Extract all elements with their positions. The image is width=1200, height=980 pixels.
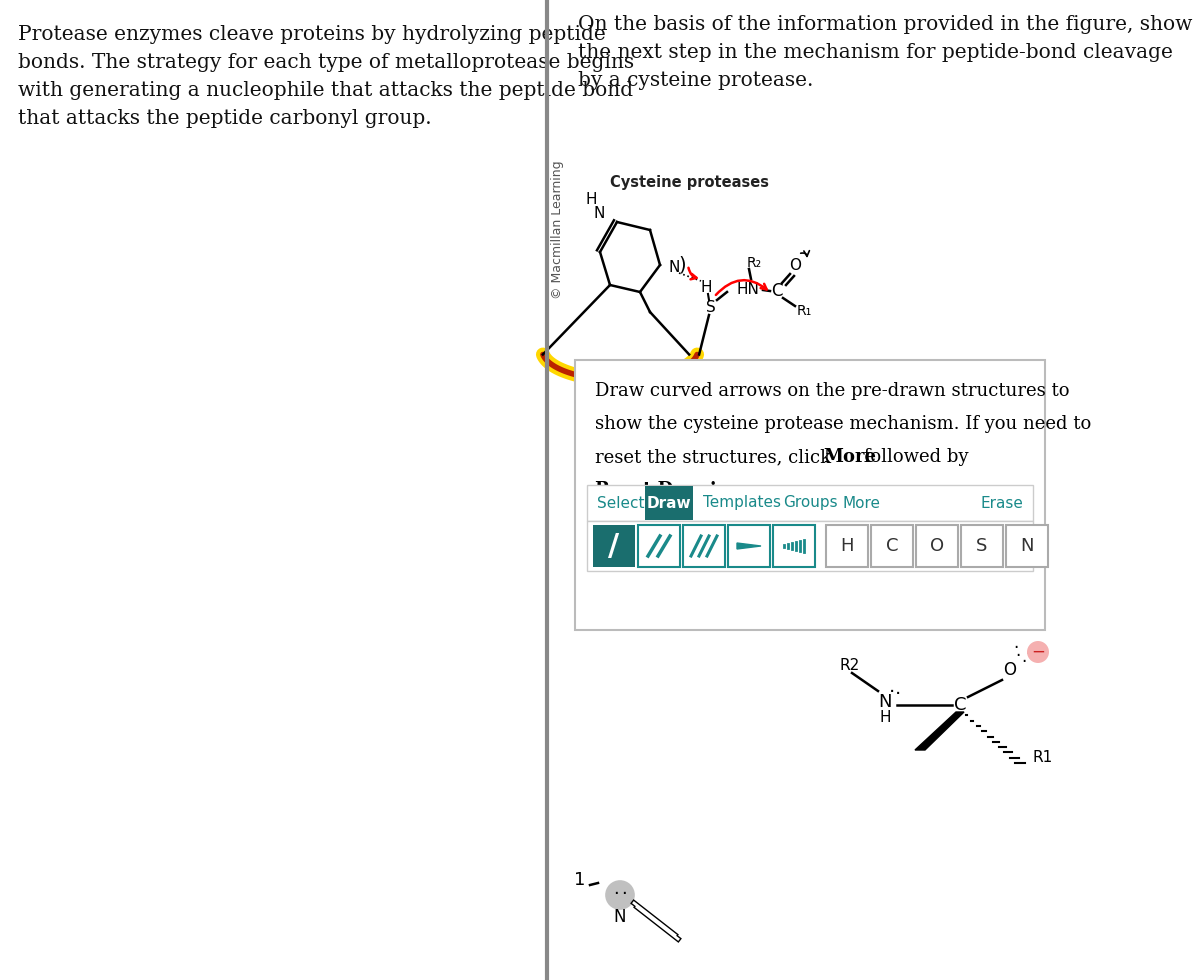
Text: ·: · xyxy=(1025,645,1031,663)
Text: On the basis of the information provided in the figure, show
the next step in th: On the basis of the information provided… xyxy=(578,15,1193,90)
Text: N: N xyxy=(1020,537,1033,555)
Text: More: More xyxy=(823,448,876,466)
Text: ·: · xyxy=(895,685,901,705)
Circle shape xyxy=(606,881,634,909)
Text: ·: · xyxy=(613,885,619,903)
Bar xyxy=(1006,525,1048,567)
Text: Groups: Groups xyxy=(784,496,838,511)
Circle shape xyxy=(1027,641,1049,663)
Bar xyxy=(728,525,770,567)
Text: followed by: followed by xyxy=(858,448,968,466)
Text: Draw: Draw xyxy=(647,496,691,511)
Bar xyxy=(826,525,868,567)
Text: C: C xyxy=(954,696,966,714)
Text: HN: HN xyxy=(737,281,760,297)
Bar xyxy=(587,521,1033,571)
Text: Draw curved arrows on the pre-drawn structures to: Draw curved arrows on the pre-drawn stru… xyxy=(595,382,1069,400)
Text: R₂: R₂ xyxy=(746,256,762,270)
Polygon shape xyxy=(916,712,964,750)
Text: O: O xyxy=(930,537,944,555)
Text: More: More xyxy=(842,496,881,511)
Text: O: O xyxy=(1003,661,1016,679)
Text: 1: 1 xyxy=(575,871,586,889)
Text: N: N xyxy=(668,260,679,274)
Text: reset the structures, click: reset the structures, click xyxy=(595,448,836,466)
Text: show the cysteine protease mechanism. If you need to: show the cysteine protease mechanism. If… xyxy=(595,415,1091,433)
Text: N: N xyxy=(594,207,605,221)
Text: S: S xyxy=(706,300,716,315)
Text: −: − xyxy=(1031,643,1045,661)
Text: Cysteine proteases: Cysteine proteases xyxy=(610,175,769,190)
Text: Protease enzymes cleave proteins by hydrolyzing peptide
bonds. The strategy for : Protease enzymes cleave proteins by hydr… xyxy=(18,25,634,128)
Text: Select: Select xyxy=(598,496,644,511)
Bar xyxy=(871,525,913,567)
Text: ·: · xyxy=(889,683,895,703)
Text: /: / xyxy=(608,531,619,561)
Bar xyxy=(638,525,680,567)
Text: .: . xyxy=(706,481,712,499)
Text: C: C xyxy=(886,537,899,555)
Text: ·: · xyxy=(1021,653,1027,671)
Text: Erase: Erase xyxy=(980,496,1022,511)
Text: H: H xyxy=(586,192,596,208)
Text: ·: · xyxy=(1015,647,1021,665)
Text: Reset Drawing: Reset Drawing xyxy=(595,481,743,499)
Text: H: H xyxy=(880,710,890,725)
Text: ·: · xyxy=(1013,639,1019,657)
Text: Templates: Templates xyxy=(703,496,781,511)
Text: H: H xyxy=(840,537,853,555)
Text: R1: R1 xyxy=(1032,750,1052,764)
Text: S: S xyxy=(977,537,988,555)
Bar xyxy=(916,525,958,567)
Text: H: H xyxy=(701,279,712,295)
Text: N: N xyxy=(613,908,626,926)
Text: N: N xyxy=(878,693,892,711)
Bar xyxy=(575,360,1045,630)
Bar xyxy=(773,525,815,567)
Text: O: O xyxy=(790,259,802,273)
Text: C: C xyxy=(772,282,782,300)
Polygon shape xyxy=(737,543,761,549)
Text: R₁: R₁ xyxy=(797,304,812,318)
Bar xyxy=(646,486,694,520)
Text: ): ) xyxy=(678,256,686,274)
Text: R2: R2 xyxy=(840,658,860,672)
Bar xyxy=(683,525,725,567)
Bar xyxy=(593,525,635,567)
Text: ·: · xyxy=(622,885,626,903)
Bar xyxy=(961,525,1003,567)
Bar xyxy=(587,485,1033,521)
Text: © Macmillan Learning: © Macmillan Learning xyxy=(552,160,564,299)
